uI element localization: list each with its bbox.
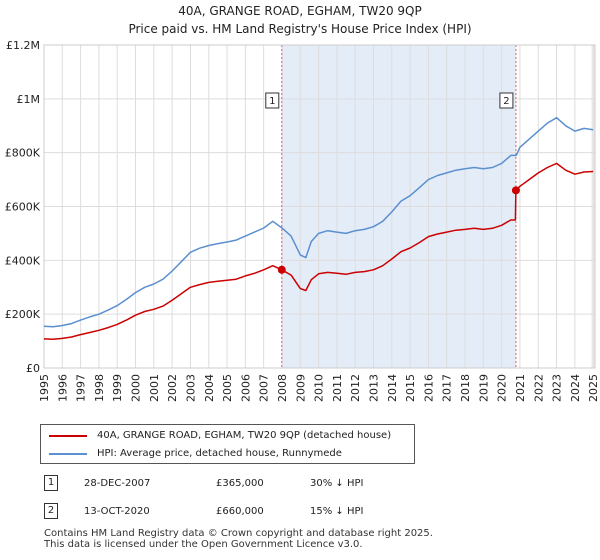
sale-point <box>511 186 520 195</box>
footer-line-2: This data is licensed under the Open Gov… <box>44 539 363 550</box>
x-tick-label: 1995 <box>38 374 51 402</box>
footer-attribution: Contains HM Land Registry data © Crown c… <box>44 528 433 550</box>
x-tick-label: 2004 <box>203 374 216 402</box>
hpi-line <box>43 116 594 328</box>
legend-hpi-swatch <box>49 453 87 455</box>
x-tick-label: 1999 <box>111 374 124 402</box>
x-tick-label: 2008 <box>276 374 289 402</box>
x-tick-label: 2012 <box>349 374 362 402</box>
sale-label-box <box>265 92 280 109</box>
x-tick-label: 1996 <box>56 374 69 402</box>
chart-legend: 40A, GRANGE ROAD, EGHAM, TW20 9QP (detac… <box>40 424 415 464</box>
chart-title: 40A, GRANGE ROAD, EGHAM, TW20 9QP <box>178 4 422 18</box>
legend-property-swatch <box>49 435 87 437</box>
x-tick-label: 2016 <box>422 374 435 402</box>
x-tick-label: 2024 <box>569 374 582 402</box>
x-tick-label: 2005 <box>221 374 234 402</box>
x-tick-label: 1998 <box>93 374 106 402</box>
x-tick-label: 2007 <box>258 374 271 402</box>
legend-property-label: 40A, GRANGE ROAD, EGHAM, TW20 9QP (detac… <box>97 430 392 441</box>
x-tick-label: 2003 <box>184 374 197 402</box>
x-tick-label: 2021 <box>514 374 527 402</box>
footer-line-1: Contains HM Land Registry data © Crown c… <box>44 528 433 539</box>
x-tick-label: 2009 <box>294 374 307 402</box>
y-tick-label: £1M <box>17 93 41 106</box>
y-tick-label: £0 <box>26 362 40 375</box>
y-tick-label: £1.2M <box>6 39 40 52</box>
annotation-date: 13-OCT-2020 <box>84 506 150 517</box>
annotation-price: £660,000 <box>216 506 264 517</box>
x-tick-label: 2011 <box>331 374 344 402</box>
price-chart: £0 £200K £400K £600K £800K £1M £1.2M 1995 1996 19… <box>5 39 600 402</box>
annotation-date: 28-DEC-2007 <box>84 478 151 489</box>
x-tick-label: 2001 <box>148 374 161 402</box>
annotation-number-box: 2 <box>44 503 58 519</box>
y-tick-label: £600K <box>5 201 41 214</box>
y-tick-label: £200K <box>5 308 41 321</box>
x-tick-label: 1997 <box>75 374 88 402</box>
legend-item-property: 40A, GRANGE ROAD, EGHAM, TW20 9QP (detac… <box>49 428 391 444</box>
annotation-number-box: 1 <box>44 475 58 491</box>
property-line <box>43 162 594 340</box>
x-tick-label: 2010 <box>313 374 326 402</box>
x-tick-label: 2023 <box>551 374 564 402</box>
annotation-row-1: 1 28-DEC-2007 £365,000 30% ↓ HPI <box>40 475 580 493</box>
x-tick-label: 2020 <box>496 374 509 402</box>
y-tick-label: £800K <box>5 147 41 160</box>
legend-item-hpi: HPI: Average price, detached house, Runn… <box>49 446 342 462</box>
x-tick-label: 2025 <box>587 374 600 402</box>
legend-hpi-label: HPI: Average price, detached house, Runn… <box>97 448 342 459</box>
sale-point <box>277 265 286 274</box>
x-tick-label: 2015 <box>404 374 417 402</box>
annotation-row-2: 2 13-OCT-2020 £660,000 15% ↓ HPI <box>40 503 580 521</box>
x-tick-label: 2006 <box>239 374 252 402</box>
sale-label-number: 1 <box>269 96 275 107</box>
x-tick-label: 2017 <box>441 374 454 402</box>
y-tick-label: £400K <box>5 254 41 267</box>
plot-frame <box>43 44 596 369</box>
x-tick-label: 2014 <box>386 374 399 402</box>
x-tick-label: 2000 <box>130 374 143 402</box>
x-tick-label: 2002 <box>166 374 179 402</box>
annotation-hpi-diff: 15% ↓ HPI <box>310 506 364 517</box>
annotation-price: £365,000 <box>216 478 264 489</box>
annotation-hpi-diff: 30% ↓ HPI <box>310 478 364 489</box>
x-tick-label: 2018 <box>459 374 472 402</box>
x-tick-label: 2022 <box>532 374 545 402</box>
chart-subtitle: Price paid vs. HM Land Registry's House … <box>128 22 472 36</box>
chart-title-block: 40A, GRANGE ROAD, EGHAM, TW20 9QP Price … <box>0 2 600 38</box>
x-tick-label: 2013 <box>368 374 381 402</box>
sale-label-number: 2 <box>503 96 509 107</box>
x-tick-label: 2019 <box>477 374 490 402</box>
sale-label-box <box>499 92 514 109</box>
